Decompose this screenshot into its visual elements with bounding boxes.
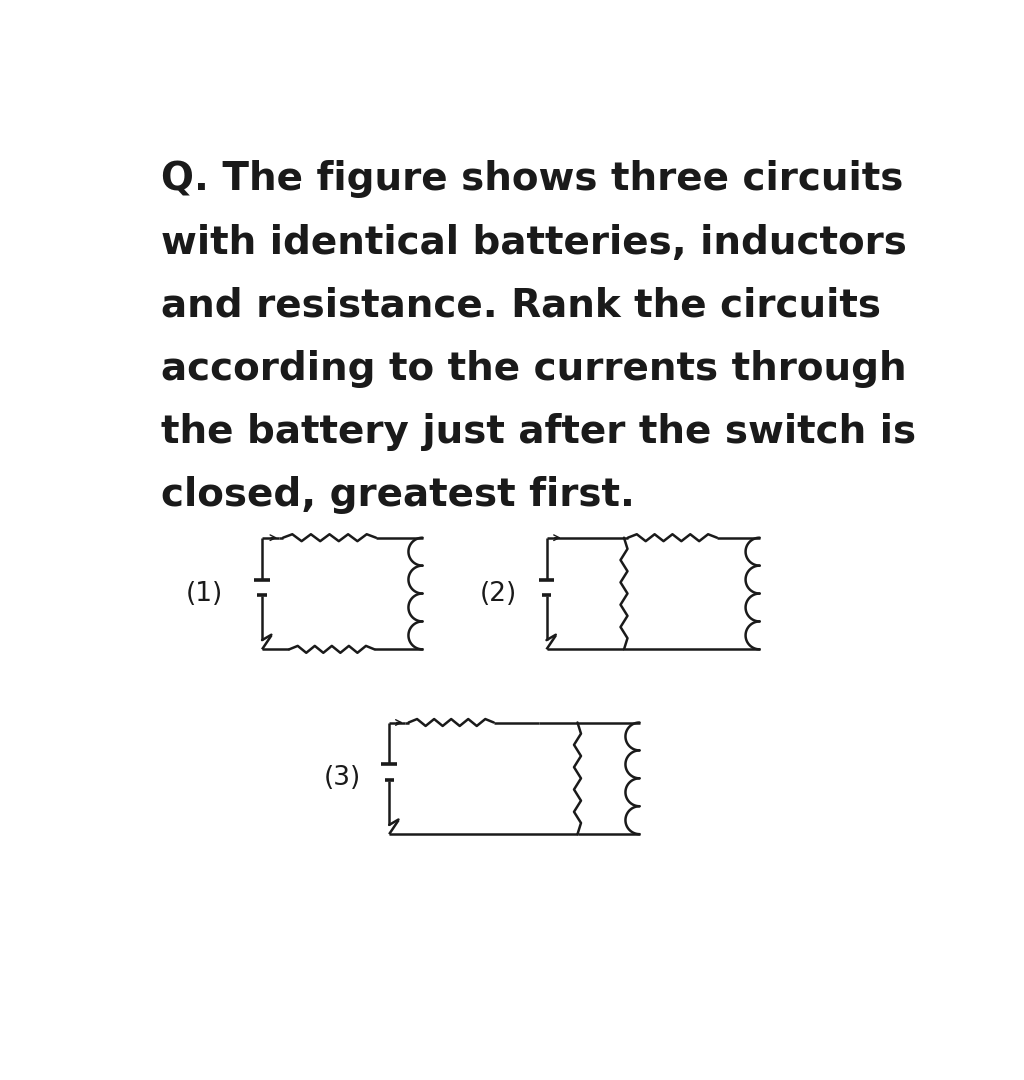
Text: and resistance. Rank the circuits: and resistance. Rank the circuits bbox=[161, 286, 881, 325]
Text: closed, greatest first.: closed, greatest first. bbox=[161, 476, 635, 514]
Text: (1): (1) bbox=[186, 581, 223, 607]
Text: the battery just after the switch is: the battery just after the switch is bbox=[161, 413, 915, 451]
Text: (3): (3) bbox=[324, 766, 360, 792]
Text: (2): (2) bbox=[480, 581, 517, 607]
Text: with identical batteries, inductors: with identical batteries, inductors bbox=[161, 224, 906, 261]
Text: according to the currents through: according to the currents through bbox=[161, 350, 906, 388]
Text: Q. The figure shows three circuits: Q. The figure shows three circuits bbox=[161, 161, 903, 199]
